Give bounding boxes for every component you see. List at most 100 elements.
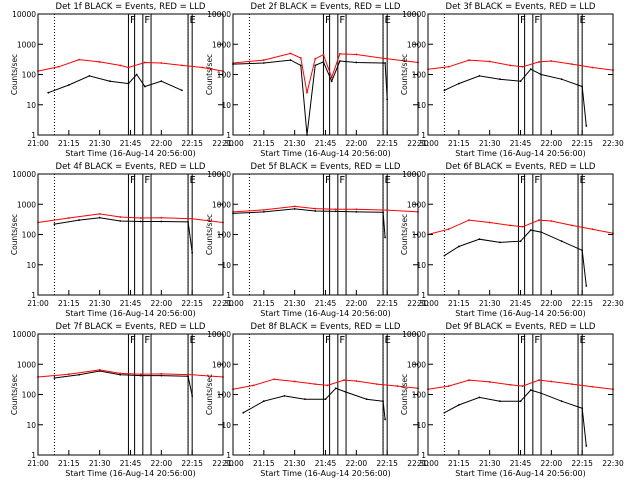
panel-title: Det 3f BLACK = Events, RED = LLD <box>446 2 596 12</box>
x-tick-label: 21:30 <box>479 299 501 308</box>
series-lld-point <box>570 383 573 386</box>
series-lld-point <box>330 76 333 79</box>
y-tick-label: 10000 <box>402 330 426 339</box>
series-lld-point <box>550 60 553 62</box>
series-events-point <box>519 80 522 83</box>
series-lld-point <box>139 217 142 219</box>
series-events-point <box>382 400 384 403</box>
interval-marker-label: F <box>144 335 150 346</box>
series-lld-line <box>427 379 614 390</box>
y-tick-label: 10000 <box>207 10 231 19</box>
series-events-point <box>242 411 245 414</box>
series-lld-point <box>201 66 204 69</box>
series-events-point <box>160 80 163 83</box>
series-lld-point <box>488 381 491 383</box>
series-events-point <box>262 62 265 64</box>
interval-marker-label: F <box>339 15 345 26</box>
y-tick-label: 1 <box>421 131 426 140</box>
x-axis-label: Start Time (16-Aug-14 20:56:00) <box>455 469 586 478</box>
x-tick-label: 21:15 <box>253 139 275 148</box>
series-events-line <box>54 370 193 397</box>
interval-marker <box>127 333 136 455</box>
x-tick-label: 21:30 <box>284 459 306 468</box>
series-events-point <box>334 210 337 213</box>
series-events-point <box>581 85 584 88</box>
series-lld-point <box>139 373 142 376</box>
series-lld-point <box>488 60 491 63</box>
series-lld-point <box>273 378 276 381</box>
series-events-line <box>444 68 587 126</box>
series-lld-point <box>550 220 553 222</box>
series-events-point <box>160 374 163 377</box>
series-events-point <box>47 91 50 94</box>
series-lld-point <box>119 216 122 218</box>
x-tick-label: 22:00 <box>151 139 173 148</box>
x-tick-label: 22:15 <box>376 299 398 308</box>
series-lld-point <box>375 383 378 386</box>
interval-marker-label: F <box>520 175 526 186</box>
series-events-point <box>365 398 368 401</box>
interval-marker <box>127 173 136 295</box>
series-events-point <box>529 68 532 71</box>
x-tick-label: 22:00 <box>541 299 563 308</box>
panel-3: Det 3f BLACK = Events, RED = LLD F F E 1 10 10… <box>400 2 624 158</box>
panel-1: Det 1f BLACK = Events, RED = LLD F F E 1 10 10… <box>10 2 234 158</box>
series-lld-point <box>160 216 163 219</box>
series-events-point <box>457 245 460 248</box>
series-events-line <box>243 387 386 420</box>
series-events-point <box>529 389 532 391</box>
x-axis-label: Start Time (16-Aug-14 20:56:00) <box>260 469 391 478</box>
x-tick-label: 22:00 <box>346 299 368 308</box>
x-tick-label: 22:30 <box>212 459 234 468</box>
series-lld-point <box>570 224 573 227</box>
series-events-point <box>581 407 584 410</box>
x-axis-label: Start Time (16-Aug-14 20:56:00) <box>260 309 391 318</box>
x-tick-label: 21:15 <box>448 139 470 148</box>
y-tick-label: 10 <box>416 421 426 430</box>
interval-marker-label: E <box>385 15 391 26</box>
interval-marker <box>187 13 193 135</box>
y-tick-label: 1 <box>421 451 426 460</box>
series-lld-point <box>521 225 524 228</box>
x-tick-label: 21:00 <box>222 299 244 308</box>
series-lld-point <box>119 64 122 67</box>
series-events-point <box>299 64 302 67</box>
panel-title: Det 1f BLACK = Events, RED = LLD <box>56 2 206 12</box>
x-tick-label: 22:15 <box>571 459 593 468</box>
panel-2: Det 2f BLACK = Events, RED = LLD F F E 1 10 10… <box>205 2 429 158</box>
x-axis-label: Start Time (16-Aug-14 20:56:00) <box>65 309 196 318</box>
series-lld-point <box>591 228 594 231</box>
series-lld-point <box>57 65 60 68</box>
series-events-point <box>355 61 358 64</box>
series-events-point <box>293 208 296 210</box>
series-lld-point <box>338 52 341 55</box>
x-tick-label: 21:45 <box>120 459 142 468</box>
series-events-point <box>191 251 194 254</box>
panel-8: Det 8f BLACK = Events, RED = LLD F F E 1 10 10… <box>205 322 429 478</box>
y-tick-label: 100 <box>22 391 37 400</box>
y-tick-label: 10000 <box>207 170 231 179</box>
x-tick-label: 22:30 <box>407 139 429 148</box>
y-axis-label: Counts/sec <box>400 54 409 95</box>
series-events-line <box>54 217 193 253</box>
interval-marker <box>322 173 331 295</box>
series-events-point <box>540 231 542 234</box>
x-tick-label: 21:45 <box>510 299 532 308</box>
x-tick-label: 21:15 <box>58 459 80 468</box>
series-lld-point <box>127 66 130 69</box>
interval-marker <box>517 173 526 295</box>
series-lld-point <box>293 380 296 383</box>
series-lld-point <box>98 212 101 215</box>
x-tick-label: 21:00 <box>417 459 439 468</box>
x-tick-label: 22:15 <box>181 299 203 308</box>
interval-marker <box>382 333 388 455</box>
series-lld-point <box>468 59 471 61</box>
series-events-point <box>334 387 337 390</box>
series-events-point <box>135 73 138 76</box>
interval-marker-label: F <box>520 15 526 26</box>
y-tick-label: 100 <box>22 231 37 240</box>
y-tick-label: 1 <box>31 291 36 300</box>
series-lld-line <box>232 378 419 390</box>
panel-7: Det 7f BLACK = Events, RED = LLD F F E 1 10 10… <box>10 322 234 478</box>
x-tick-label: 22:00 <box>541 139 563 148</box>
